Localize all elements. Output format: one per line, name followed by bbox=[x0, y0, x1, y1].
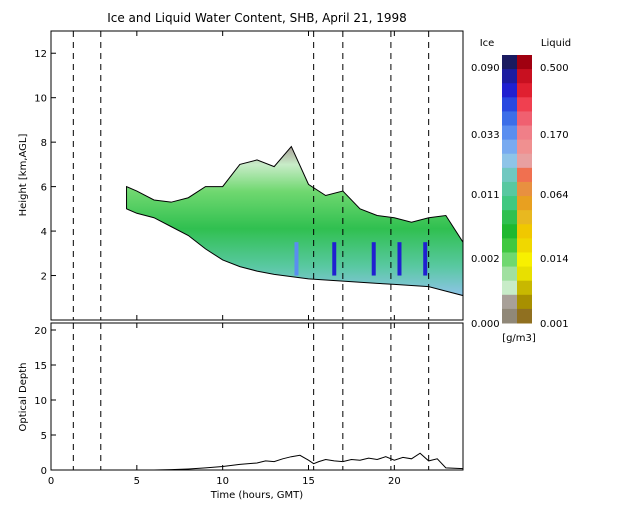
colorbar-ice-cell bbox=[502, 153, 517, 169]
colorbar-ice-cell bbox=[502, 167, 517, 183]
y-tick-label: 4 bbox=[41, 227, 47, 238]
colorbar-liquid-tick: 0.001 bbox=[540, 319, 569, 330]
ice-maximum-column bbox=[371, 242, 376, 276]
colorbar-liquid-label: Liquid bbox=[541, 38, 571, 49]
x-tick-label: 0 bbox=[48, 476, 54, 487]
colorbar-ice-cell bbox=[502, 266, 517, 282]
y-tick-label: 20 bbox=[34, 326, 47, 337]
colorbar-liquid-tick: 0.014 bbox=[540, 254, 569, 265]
colorbar-ice-cell bbox=[502, 196, 517, 211]
colorbar-ice-cell bbox=[502, 83, 517, 98]
y-tick-label: 12 bbox=[34, 49, 47, 60]
colorbar-ice-cell bbox=[502, 139, 517, 155]
colorbar-ice-cell bbox=[502, 210, 517, 225]
bottom-y-axis: 0 5 10 15 20 bbox=[34, 326, 47, 477]
ice-maximum-column bbox=[332, 242, 337, 276]
colorbar-liquid-cell bbox=[517, 252, 532, 268]
x-axis-label: Time (hours, GMT) bbox=[210, 490, 304, 501]
y-tick-label: 2 bbox=[41, 272, 47, 283]
y-tick-label: 5 bbox=[41, 431, 47, 442]
colorbar-ice-cell bbox=[502, 69, 517, 84]
ice-maximum-column bbox=[397, 242, 402, 276]
top-plot-frame bbox=[50, 30, 464, 321]
colorbar-units: [g/m3] bbox=[502, 333, 536, 344]
colorbar-liquid-cell bbox=[517, 69, 532, 84]
colorbar-ice-cell bbox=[502, 308, 517, 324]
x-tick-label: 5 bbox=[134, 476, 140, 487]
colorbar-ice-cell bbox=[502, 224, 517, 239]
colorbar-liquid-strip bbox=[517, 55, 532, 324]
top-y-axis: 2 4 6 8 10 12 bbox=[34, 49, 47, 282]
colorbar-ice-cell bbox=[502, 181, 517, 197]
colorbar-liquid-cell bbox=[517, 97, 532, 112]
colorbar-liquid-cell bbox=[517, 308, 532, 324]
colorbar-ice-cell bbox=[502, 55, 517, 70]
colorbar-liquid-cell bbox=[517, 266, 532, 282]
colorbar-liquid-cell bbox=[517, 167, 532, 183]
colorbar: Ice Liquid 0.090 0.033 0.011 0.002 0.000… bbox=[471, 38, 571, 344]
colorbar-liquid-cell bbox=[517, 83, 532, 98]
y-tick-label: 10 bbox=[34, 396, 47, 407]
colorbar-liquid-cell bbox=[517, 210, 532, 225]
y-tick-label: 10 bbox=[34, 94, 47, 105]
colorbar-ice-tick: 0.033 bbox=[471, 130, 500, 141]
x-tick-label: 20 bbox=[388, 476, 401, 487]
y-tick-label: 15 bbox=[34, 361, 47, 372]
chart-title: Ice and Liquid Water Content, SHB, April… bbox=[107, 11, 407, 25]
colorbar-ice-cell bbox=[502, 280, 517, 296]
colorbar-ice-cell bbox=[502, 111, 517, 127]
colorbar-liquid-cell bbox=[517, 196, 532, 211]
colorbar-ice-strip bbox=[502, 55, 517, 324]
x-tick-label: 15 bbox=[302, 476, 315, 487]
optical-depth-panel: 0 5 10 15 20 Optical Depth 0 5 10 15 20 … bbox=[18, 322, 464, 501]
optical-depth-line bbox=[51, 452, 463, 470]
y-tick-label: 8 bbox=[41, 138, 47, 149]
colorbar-ice-cell bbox=[502, 294, 517, 310]
colorbar-liquid-cell bbox=[517, 280, 532, 296]
top-y-axis-label: Height [km,AGL] bbox=[18, 134, 29, 217]
ice-maxima-group bbox=[294, 242, 428, 276]
water-content-panel: 2 4 6 8 10 12 Height [km,AGL] bbox=[18, 30, 464, 321]
ice-maximum-column bbox=[294, 242, 299, 276]
y-tick-label: 6 bbox=[41, 183, 47, 194]
colorbar-liquid-cell bbox=[517, 294, 532, 310]
colorbar-ice-tick: 0.002 bbox=[471, 254, 500, 265]
colorbar-ice-tick: 0.090 bbox=[471, 63, 500, 74]
colorbar-ice-cell bbox=[502, 238, 517, 253]
colorbar-ice-label: Ice bbox=[480, 38, 495, 49]
colorbar-liquid-cell bbox=[517, 111, 532, 127]
colorbar-liquid-cell bbox=[517, 55, 532, 70]
colorbar-liquid-cell bbox=[517, 125, 532, 141]
colorbar-ice-cell bbox=[502, 97, 517, 112]
dashed-markers-bottom bbox=[72, 323, 430, 470]
colorbar-liquid-cell bbox=[517, 224, 532, 239]
x-tick-label: 10 bbox=[216, 476, 229, 487]
colorbar-liquid-cell bbox=[517, 153, 532, 169]
colorbar-liquid-cell bbox=[517, 238, 532, 253]
colorbar-ice-cell bbox=[502, 125, 517, 141]
ice-maximum-column bbox=[423, 242, 428, 276]
y-tick-label: 0 bbox=[41, 466, 47, 477]
x-axis: 0 5 10 15 20 bbox=[48, 476, 401, 487]
bottom-y-axis-label: Optical Depth bbox=[18, 363, 29, 432]
colorbar-ice-cell bbox=[502, 252, 517, 268]
colorbar-ice-tick: 0.000 bbox=[471, 319, 500, 330]
colorbar-ice-tick: 0.011 bbox=[471, 190, 500, 201]
colorbar-liquid-tick: 0.170 bbox=[540, 130, 569, 141]
colorbar-liquid-tick: 0.064 bbox=[540, 190, 569, 201]
colorbar-liquid-tick: 0.500 bbox=[540, 63, 569, 74]
cloud-region bbox=[126, 145, 463, 297]
colorbar-liquid-cell bbox=[517, 181, 532, 197]
dashed-markers-top bbox=[72, 31, 430, 320]
bottom-plot-frame bbox=[50, 322, 464, 471]
colorbar-liquid-cell bbox=[517, 139, 532, 155]
